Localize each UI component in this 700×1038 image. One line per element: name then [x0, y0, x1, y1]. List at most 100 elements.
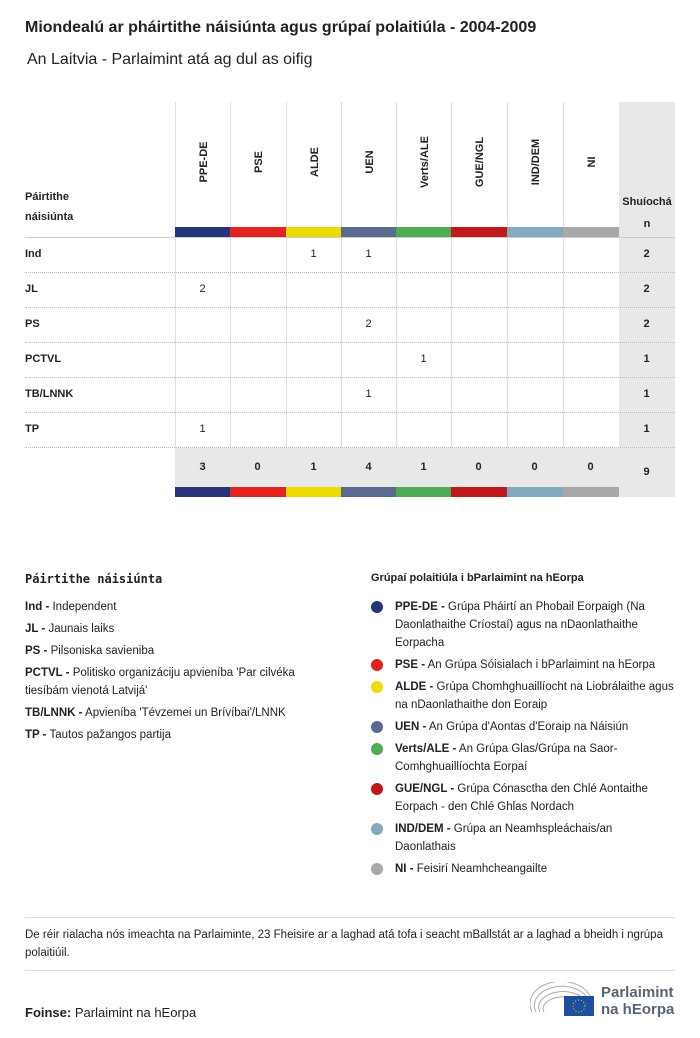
source-label: Foinse: [25, 1005, 72, 1020]
group-color-bar [563, 227, 619, 237]
party-abbr: JL - [25, 623, 46, 635]
group-color-dot [371, 863, 383, 875]
row-total: 2 [643, 318, 650, 330]
column-header-alde: ALDE [286, 102, 342, 227]
column-label: GUE/NGL [474, 136, 486, 188]
row-party-label: TP [25, 423, 40, 435]
party-legend-item: JL - Jaunais laiks [25, 620, 325, 638]
party-legend-item: TB/LNNK - Apvieníba 'Tévzemei un Brívíba… [25, 704, 325, 722]
group-legend-item: Verts/ALE - An Grúpa Glas/Grúpa na Saor-… [395, 740, 675, 776]
group-color-bar [396, 227, 451, 237]
party-legend-title: Páirtithe náisiúnta [25, 572, 163, 586]
logo-line1: Parlaimint [601, 984, 674, 1001]
group-legend-item: UEN - An Grúpa d'Aontas d'Eoraip na Náis… [395, 718, 675, 736]
column-header-verts-ale: Verts/ALE [396, 102, 452, 227]
group-name: Grúpa an Neamhspleáchais/an Daonlathais [395, 823, 613, 853]
row-total: 1 [643, 388, 650, 400]
group-name: An Grúpa d'Aontas d'Eoraip na Náisiún [426, 721, 629, 733]
row-party-label: JL [25, 283, 38, 295]
group-abbr: NI - [395, 863, 414, 875]
row-divider [25, 272, 675, 273]
group-color-bar [175, 487, 230, 497]
table-cell: 1 [365, 248, 372, 260]
table-cell: 1 [310, 248, 317, 260]
group-color-bar [341, 227, 396, 237]
table-cell: 1 [199, 423, 206, 435]
page-subtitle: An Laitvia - Parlaimint atá ag dul as oi… [27, 51, 313, 68]
column-label: NI [586, 156, 598, 168]
group-color-dot [371, 823, 383, 835]
column-total: 4 [365, 461, 372, 473]
logo-line2: na hEorpa [601, 1001, 675, 1018]
group-abbr: PSE - [395, 659, 426, 671]
column-header-ppe-de: PPE-DE [175, 102, 231, 227]
divider [25, 970, 675, 971]
group-color-bar [451, 227, 507, 237]
group-legend-title: Grúpaí polaitiúla i bParlaimint na hEorp… [371, 572, 584, 584]
group-color-bar [451, 487, 507, 497]
party-abbr: PCTVL - [25, 667, 70, 679]
row-divider [25, 377, 675, 378]
row-party-label: TB/LNNK [25, 388, 74, 400]
column-label: PPE-DE [197, 141, 210, 183]
total-column-bg [619, 102, 675, 497]
group-abbr: PPE-DE - [395, 601, 445, 613]
party-legend-item: TP - Tautos pažangos partija [25, 726, 325, 744]
party-name: Politisko organizáciju apvieníba 'Par ci… [25, 667, 295, 697]
group-legend-item: IND/DEM - Grúpa an Neamhspleáchais/an Da… [395, 820, 675, 856]
column-label: IND/DEM [530, 138, 542, 186]
group-color-dot [371, 659, 383, 671]
column-header-gue-ngl: GUE/NGL [451, 102, 508, 227]
party-legend-item: PS - Pilsoniska savieniba [25, 642, 325, 660]
group-abbr: ALDE - [395, 681, 434, 693]
table-cell: 2 [199, 283, 206, 295]
row-total: 2 [643, 283, 650, 295]
group-color-bar [175, 227, 230, 237]
row-divider [25, 307, 675, 308]
group-name: An Grúpa Glas/Grúpa na Saor-Comhghuaillí… [395, 743, 618, 773]
column-header-ni: NI [563, 102, 620, 227]
column-total: 0 [475, 461, 482, 473]
column-header-ind-dem: IND/DEM [507, 102, 564, 227]
group-color-bar [563, 487, 619, 497]
group-color-dot [371, 743, 383, 755]
column-label: ALDE [308, 147, 321, 177]
group-legend-item: NI - Feisirí Neamhcheangailte [395, 860, 675, 878]
group-legend-item: PPE-DE - Grúpa Pháirtí an Phobail Eorpai… [395, 598, 675, 652]
party-name: Tautos pažangos partija [46, 729, 171, 741]
row-header: Páirtithe náisiúnta [25, 191, 74, 223]
group-name: An Grúpa Sóisialach i bParlaimint na hEo… [425, 659, 656, 671]
group-color-dot [371, 681, 383, 693]
row-party-label: PS [25, 318, 40, 330]
group-name: Grúpa Chomhghuaillíocht na Liobrálaithe … [395, 681, 674, 711]
group-abbr: IND/DEM - [395, 823, 451, 835]
group-legend-item: ALDE - Grúpa Chomhghuaillíocht na Liobrá… [395, 678, 675, 714]
row-total: 1 [643, 423, 650, 435]
column-total: 0 [531, 461, 538, 473]
page-title: Miondealú ar pháirtithe náisiúnta agus g… [25, 19, 537, 36]
group-legend-item: GUE/NGL - Grúpa Cónasctha den Chlé Aonta… [395, 780, 675, 816]
row-total: 2 [643, 248, 650, 260]
party-legend-item: Ind - Independent [25, 598, 325, 616]
party-legend-item: PCTVL - Politisko organizáciju apvieníba… [25, 664, 325, 700]
group-color-dot [371, 601, 383, 613]
group-color-bar [286, 227, 341, 237]
row-divider [25, 412, 675, 413]
party-name: Apvieníba 'Tévzemei un Brívíbai'/LNNK [82, 707, 286, 719]
column-label: Verts/ALE [418, 136, 431, 188]
group-abbr: GUE/NGL - [395, 783, 455, 795]
ep-logo: Parlaimint na hEorpa [529, 980, 675, 1020]
group-color-bar [286, 487, 341, 497]
group-name: Grúpa Pháirtí an Phobail Eorpaigh (Na Da… [395, 601, 645, 649]
total-row-bg [175, 448, 619, 487]
party-name: Pilsoniska savieniba [47, 645, 155, 657]
column-header-uen: UEN [341, 102, 397, 227]
party-name: Jaunais laiks [45, 623, 115, 635]
source-line: Foinse: Parlaimint na hEorpa [25, 1005, 196, 1020]
column-label: UEN [363, 150, 376, 174]
party-abbr: Ind - [25, 601, 50, 613]
group-color-bar [230, 487, 286, 497]
column-label: PSE [253, 150, 265, 174]
footnote: De réir rialacha nós imeachta na Parlaim… [25, 929, 663, 959]
